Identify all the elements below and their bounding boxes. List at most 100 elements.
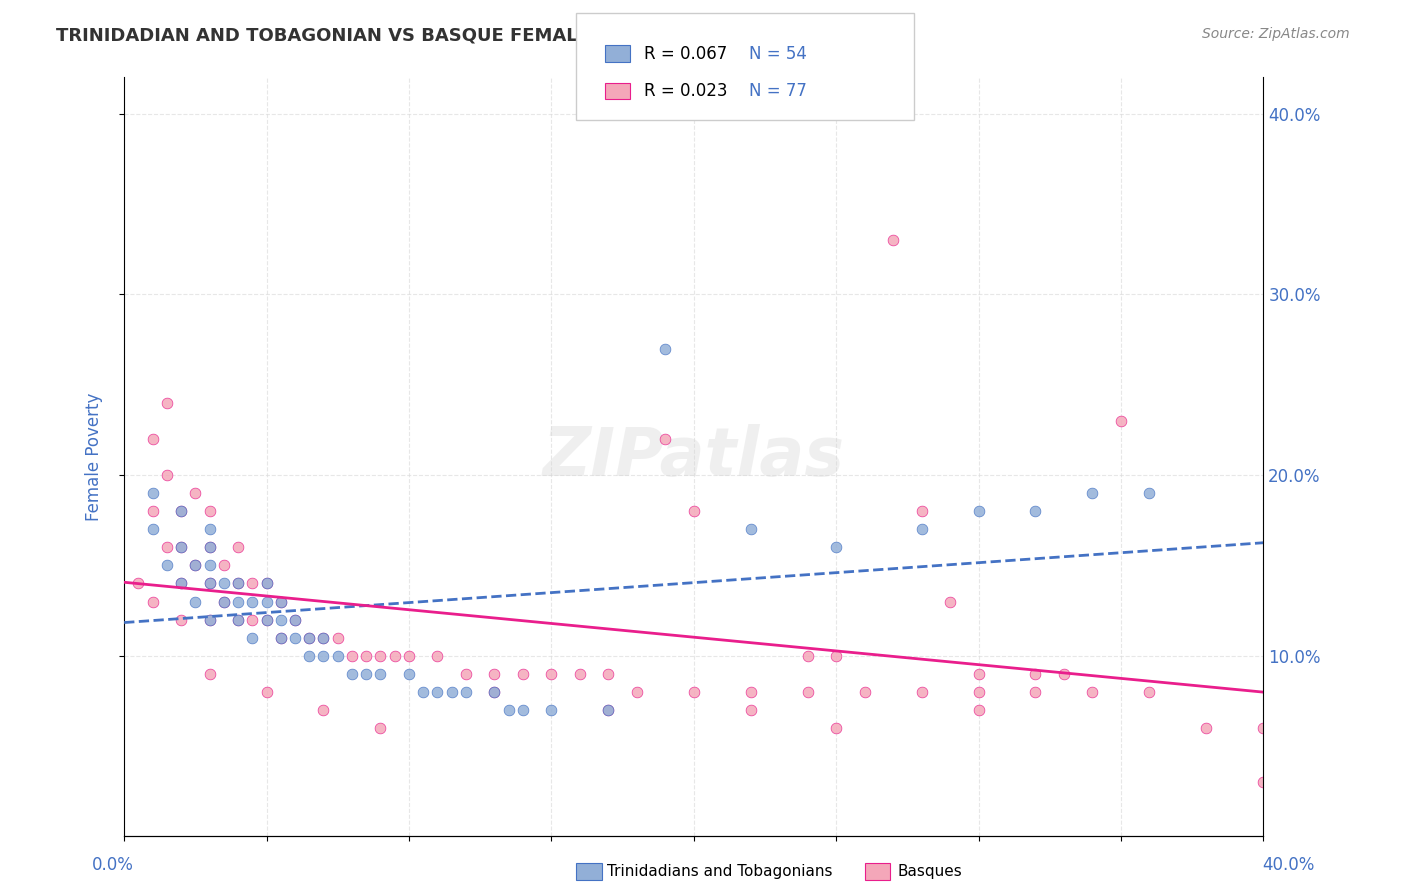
- Point: [939, 594, 962, 608]
- Point: [853, 685, 876, 699]
- Point: [184, 558, 207, 573]
- Point: [198, 613, 221, 627]
- Point: [184, 558, 207, 573]
- Point: [240, 613, 263, 627]
- Text: TRINIDADIAN AND TOBAGONIAN VS BASQUE FEMALE POVERTY CORRELATION CHART: TRINIDADIAN AND TOBAGONIAN VS BASQUE FEM…: [56, 27, 910, 45]
- Point: [170, 613, 193, 627]
- Text: R = 0.023: R = 0.023: [644, 82, 727, 100]
- Point: [142, 432, 165, 446]
- Point: [256, 576, 278, 591]
- Text: N = 54: N = 54: [749, 45, 807, 62]
- Point: [654, 342, 676, 356]
- Point: [440, 685, 463, 699]
- Point: [682, 685, 704, 699]
- Point: [256, 613, 278, 627]
- Text: Source: ZipAtlas.com: Source: ZipAtlas.com: [1202, 27, 1350, 41]
- Point: [270, 594, 292, 608]
- Point: [967, 685, 990, 699]
- Point: [1253, 721, 1275, 735]
- Point: [284, 613, 307, 627]
- Point: [156, 541, 179, 555]
- Point: [270, 613, 292, 627]
- Point: [170, 576, 193, 591]
- Point: [198, 576, 221, 591]
- Point: [512, 666, 534, 681]
- Point: [1053, 666, 1076, 681]
- Point: [312, 631, 335, 645]
- Point: [326, 648, 349, 663]
- Point: [498, 703, 520, 717]
- Point: [626, 685, 648, 699]
- Point: [370, 721, 392, 735]
- Point: [825, 648, 848, 663]
- Point: [1024, 504, 1046, 518]
- Text: R = 0.067: R = 0.067: [644, 45, 727, 62]
- Point: [256, 594, 278, 608]
- Point: [198, 522, 221, 536]
- Point: [256, 685, 278, 699]
- Point: [967, 666, 990, 681]
- Point: [354, 648, 377, 663]
- Point: [412, 685, 434, 699]
- Point: [825, 541, 848, 555]
- Point: [967, 703, 990, 717]
- Point: [312, 631, 335, 645]
- Point: [284, 613, 307, 627]
- Point: [910, 685, 932, 699]
- Point: [796, 685, 818, 699]
- Point: [226, 613, 249, 627]
- Text: Basques: Basques: [897, 864, 962, 879]
- Point: [198, 541, 221, 555]
- Point: [426, 648, 449, 663]
- Point: [882, 233, 904, 247]
- Point: [340, 666, 363, 681]
- Point: [484, 685, 506, 699]
- Point: [170, 504, 193, 518]
- Point: [540, 666, 562, 681]
- Point: [127, 576, 149, 591]
- Point: [198, 666, 221, 681]
- Point: [142, 594, 165, 608]
- Point: [284, 631, 307, 645]
- Point: [198, 558, 221, 573]
- Point: [384, 648, 406, 663]
- Point: [354, 666, 377, 681]
- Point: [398, 648, 420, 663]
- Point: [540, 703, 562, 717]
- Point: [312, 703, 335, 717]
- Point: [212, 594, 235, 608]
- Point: [226, 613, 249, 627]
- Point: [740, 522, 762, 536]
- Point: [298, 631, 321, 645]
- Point: [226, 576, 249, 591]
- Point: [170, 576, 193, 591]
- Point: [170, 541, 193, 555]
- Text: 0.0%: 0.0%: [91, 856, 134, 874]
- Point: [226, 576, 249, 591]
- Text: N = 77: N = 77: [749, 82, 807, 100]
- Point: [1024, 685, 1046, 699]
- Point: [156, 468, 179, 483]
- Text: 40.0%: 40.0%: [1263, 856, 1315, 874]
- Point: [1139, 685, 1161, 699]
- Point: [198, 576, 221, 591]
- Point: [454, 666, 477, 681]
- Point: [598, 666, 620, 681]
- Point: [212, 576, 235, 591]
- Point: [142, 504, 165, 518]
- Point: [1195, 721, 1218, 735]
- Point: [568, 666, 591, 681]
- Point: [170, 504, 193, 518]
- Point: [598, 703, 620, 717]
- Point: [967, 504, 990, 518]
- Point: [398, 666, 420, 681]
- Point: [212, 558, 235, 573]
- Point: [240, 576, 263, 591]
- Point: [226, 594, 249, 608]
- Point: [910, 522, 932, 536]
- Point: [326, 631, 349, 645]
- Point: [370, 666, 392, 681]
- Point: [740, 703, 762, 717]
- Point: [156, 558, 179, 573]
- Point: [825, 721, 848, 735]
